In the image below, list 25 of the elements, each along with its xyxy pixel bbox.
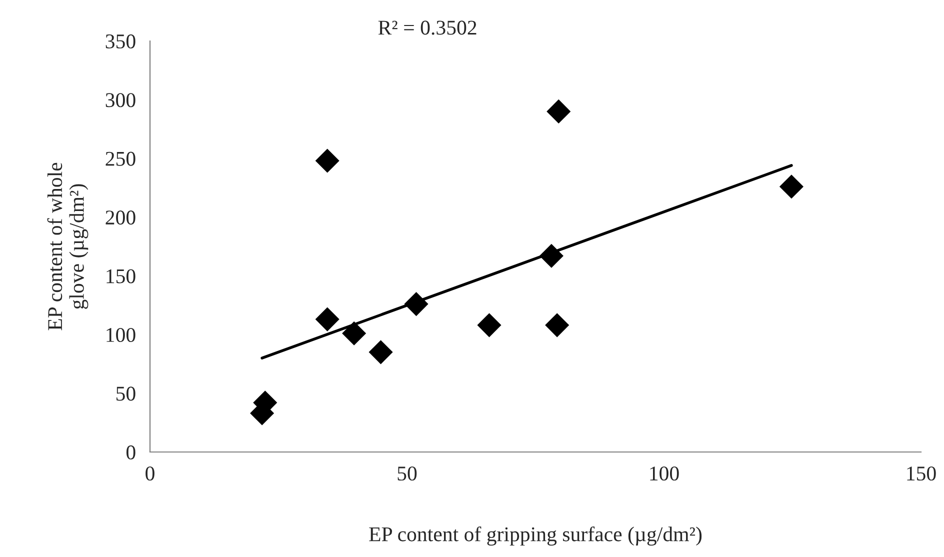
x-tick-label: 100 <box>650 466 679 481</box>
point <box>545 313 570 338</box>
point <box>539 244 564 268</box>
y-tick-label: 250 <box>106 152 136 166</box>
x-axis-title: EP content of gripping surface (µg/dm²) <box>369 526 702 546</box>
point <box>342 321 366 346</box>
point <box>779 174 804 199</box>
point <box>315 148 340 173</box>
y-tick-label: 200 <box>106 210 136 225</box>
y-tick-label: 300 <box>106 93 136 108</box>
y-tick-label: 0 <box>126 445 136 460</box>
point <box>546 99 571 124</box>
y-axis-title: EP content of whole glove (µg/dm²) <box>47 162 88 330</box>
point <box>404 292 428 316</box>
y-tick-label: 50 <box>116 386 136 401</box>
y-tick-label: 150 <box>106 269 136 284</box>
y-tick-label: 100 <box>106 328 136 342</box>
x-tick-label: 50 <box>398 466 417 481</box>
point <box>477 313 502 338</box>
text: R² = 0.3502 <box>378 20 476 35</box>
x-tick-label: 0 <box>146 466 154 481</box>
y-tick-label: 350 <box>106 34 136 48</box>
x-tick-label: 150 <box>907 466 936 481</box>
point <box>315 307 340 332</box>
point <box>368 340 393 364</box>
